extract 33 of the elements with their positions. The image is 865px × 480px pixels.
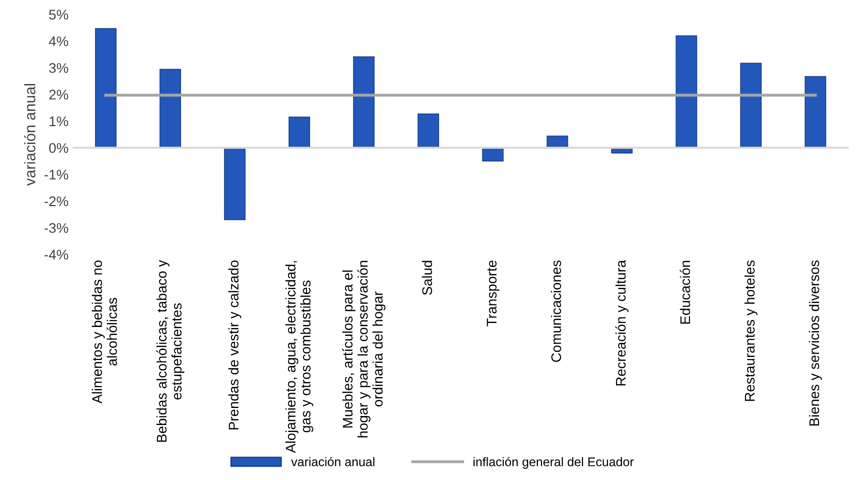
y-tick-label: -4% [44,250,68,260]
x-tick-label: Comunicaciones [550,260,562,362]
y-tick-label: 3% [49,63,68,73]
bar [160,68,182,148]
y-tick-label: -1% [44,170,68,180]
x-tick-label: Educación [680,260,690,324]
bar [740,62,762,148]
x-tick-label: Restaurantes y hoteles [744,260,758,401]
legend-label: variación anual [291,456,374,466]
bar [95,28,117,148]
x-tick-label: Bienes y servicios diversos [808,260,822,426]
x-tick-label: Alimentos y bebidas no alcohólicas [92,260,117,404]
y-tick-label: -3% [44,223,68,233]
x-tick-label: Transporte [486,260,500,326]
bar [288,116,310,148]
x-tick-label: Muebles, artículos para el hogar y para la conservación ordinaria del hogar [342,260,386,438]
bar [224,147,246,220]
x-tick-label: Prendas de vestir y calzado [228,260,242,430]
bar [676,35,698,148]
legend-label: inflación general del Ecuador [474,456,634,469]
y-axis-title: variación anual [24,84,36,186]
y-tick-label: 1% [50,116,68,126]
bar [804,76,826,148]
x-tick-label: Salud [422,260,432,295]
y-tick-label: 4% [48,36,68,46]
x-tick-label: Bebidas alcohólicas, tabaco y estupefacientes [156,260,184,442]
y-tick-label: -2% [44,196,68,206]
x-tick-label: Recreación y cultura [615,260,628,386]
y-tick-label: 0% [49,143,68,153]
bar [353,56,375,148]
bar [418,113,440,148]
y-tick-label: 2% [49,90,68,100]
y-tick-label: 5% [49,10,68,20]
